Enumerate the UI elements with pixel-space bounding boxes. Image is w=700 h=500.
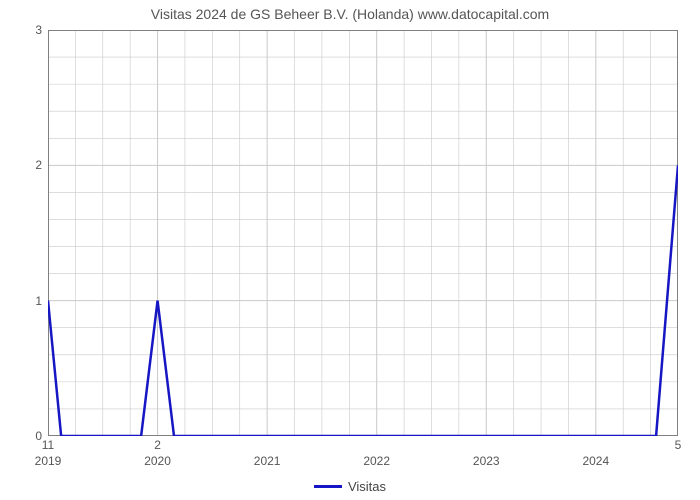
extra-tick-label: 11 [42, 438, 54, 452]
x-tick-label: 2023 [473, 454, 500, 468]
x-tick-label: 2021 [254, 454, 281, 468]
x-tick-label: 2019 [35, 454, 62, 468]
chart-title: Visitas 2024 de GS Beheer B.V. (Holanda)… [0, 6, 700, 22]
x-tick-label: 2024 [582, 454, 609, 468]
legend-label: Visitas [348, 479, 386, 494]
extra-tick-label: 5 [675, 438, 682, 452]
line-chart [48, 30, 678, 436]
chart-svg [48, 30, 678, 436]
y-tick-label: 0 [14, 429, 42, 443]
extra-tick-label: 2 [154, 438, 161, 452]
legend: Visitas [0, 476, 700, 494]
x-tick-label: 2022 [363, 454, 390, 468]
y-tick-label: 2 [14, 158, 42, 172]
y-tick-label: 3 [14, 23, 42, 37]
x-tick-label: 2020 [144, 454, 171, 468]
y-tick-label: 1 [14, 294, 42, 308]
legend-swatch [314, 485, 342, 488]
legend-item: Visitas [314, 479, 386, 494]
